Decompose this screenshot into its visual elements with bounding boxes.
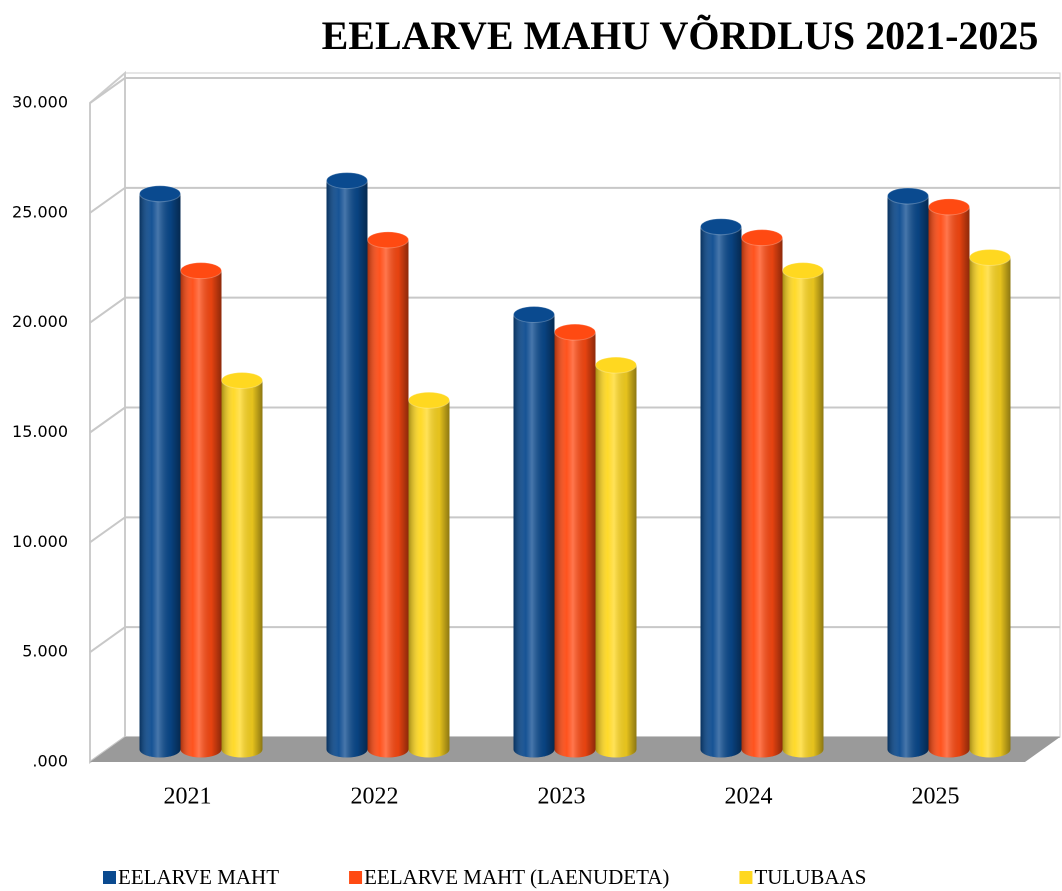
y-tick-label: 15.000	[12, 422, 68, 441]
bar-top	[554, 323, 596, 341]
y-tick-label: 25.000	[12, 202, 68, 221]
x-tick-label: 2021	[164, 784, 212, 810]
x-tick-label: 2022	[351, 784, 399, 810]
bar-top	[887, 187, 929, 205]
cylinder	[595, 356, 637, 758]
bar-shade	[700, 226, 742, 758]
bar-top	[782, 262, 824, 280]
bar-shade	[180, 270, 222, 758]
bar-top	[595, 356, 637, 374]
cylinder	[221, 371, 263, 758]
cylinder	[969, 248, 1011, 758]
cylinder	[782, 262, 824, 758]
cylinder	[928, 198, 970, 758]
cylinder	[139, 185, 181, 758]
bar-shade	[326, 180, 368, 758]
x-tick-label: 2025	[912, 784, 960, 810]
side-wall	[89, 70, 126, 764]
bar-shade	[513, 314, 555, 758]
bar-shade	[928, 206, 970, 758]
cylinder	[741, 229, 783, 758]
bar-top	[741, 229, 783, 247]
bar-shade	[741, 237, 783, 758]
bar-shade	[554, 332, 596, 758]
bar-top	[367, 231, 409, 249]
x-tick-label: 2023	[538, 784, 586, 810]
bar-top	[513, 306, 555, 324]
bar-top	[408, 391, 450, 409]
bar-top	[326, 172, 368, 190]
cylinder	[180, 262, 222, 758]
bar-top	[180, 262, 222, 280]
legend-swatch	[739, 871, 753, 884]
bar-top	[700, 218, 742, 236]
y-tick-label: 10.000	[12, 532, 68, 551]
bar-shade	[887, 195, 929, 758]
cylinder	[700, 218, 742, 758]
legend-swatch	[103, 871, 116, 884]
bar-top	[928, 198, 970, 216]
bar-shade	[595, 365, 637, 758]
cylinder	[554, 323, 596, 758]
cylinder	[326, 172, 368, 758]
legend-label: EELARVE MAHT (LAENUDETA)	[364, 865, 669, 889]
chart-title: EELARVE MAHU VÕRDLUS 2021-2025	[322, 13, 1039, 58]
cylinder	[367, 231, 409, 758]
cylinder	[513, 306, 555, 758]
legend-swatch	[349, 871, 363, 884]
grid-line	[89, 186, 1060, 214]
y-tick-label: 20.000	[12, 312, 68, 331]
legend-label: TULUBAAS	[754, 865, 866, 889]
cylinder	[887, 187, 929, 758]
grid-line	[89, 77, 1060, 104]
bar-shade	[221, 380, 263, 758]
bar-shade	[969, 257, 1011, 758]
x-tick-label: 2024	[725, 784, 773, 810]
y-tick-label: 5.000	[22, 642, 68, 661]
bar-top	[139, 185, 181, 203]
y-tick-label: 30.000	[12, 93, 68, 112]
cylinder	[408, 391, 450, 758]
bar-shade	[139, 193, 181, 758]
bar-shade	[367, 239, 409, 758]
legend-label: EELARVE MAHT	[118, 865, 279, 889]
y-tick-label: .000	[32, 752, 68, 771]
bar-shade	[782, 270, 824, 758]
bar-top	[221, 371, 263, 389]
bar-shade	[408, 400, 450, 758]
bar-top	[969, 248, 1011, 266]
